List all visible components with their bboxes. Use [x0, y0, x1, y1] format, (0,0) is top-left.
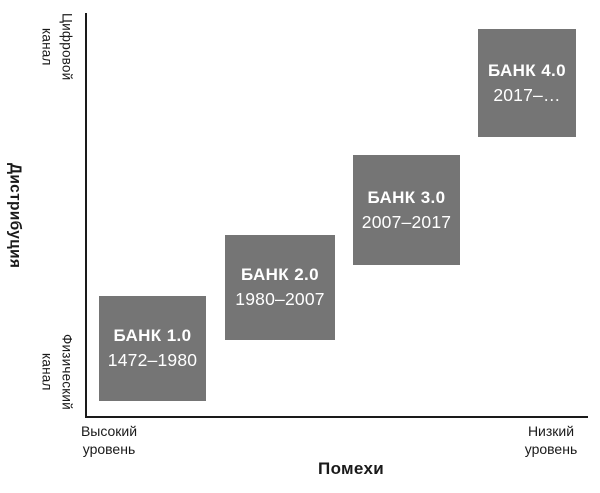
bank-2-title: БАНК 2.0	[240, 265, 320, 284]
bank-1-period: 1472–1980	[107, 350, 198, 370]
bank-3-title: БАНК 3.0	[367, 187, 446, 207]
bank-4-title: БАНК 4.0	[487, 60, 567, 80]
x-axis-left-label: Высокий уровень	[80, 423, 138, 457]
bank-1-box: БАНК 1.0 1472–1980	[99, 296, 206, 401]
y-axis-line	[85, 13, 87, 418]
bank-1-title: БАНК 1.0	[113, 326, 192, 345]
x-axis-line	[85, 416, 588, 418]
bank-2-period: 1980–2007	[235, 289, 325, 309]
bank-4-period: 2017–…	[493, 84, 561, 105]
bank-4-box: БАНК 4.0 2017–…	[478, 29, 576, 137]
y-axis-bottom-label: Физический канал	[39, 334, 75, 410]
y-axis-title: Дистрибуция	[6, 162, 24, 269]
bank-3-box: БАНК 3.0 2007–2017	[353, 155, 460, 265]
x-axis-right-label: Низкий уровень	[524, 423, 578, 457]
bank-2-box: БАНК 2.0 1980–2007	[225, 235, 335, 340]
bank-3-period: 2007–2017	[361, 211, 452, 232]
x-axis-title: Помехи	[318, 459, 384, 478]
y-axis-top-label: Цифровой канал	[39, 13, 75, 81]
